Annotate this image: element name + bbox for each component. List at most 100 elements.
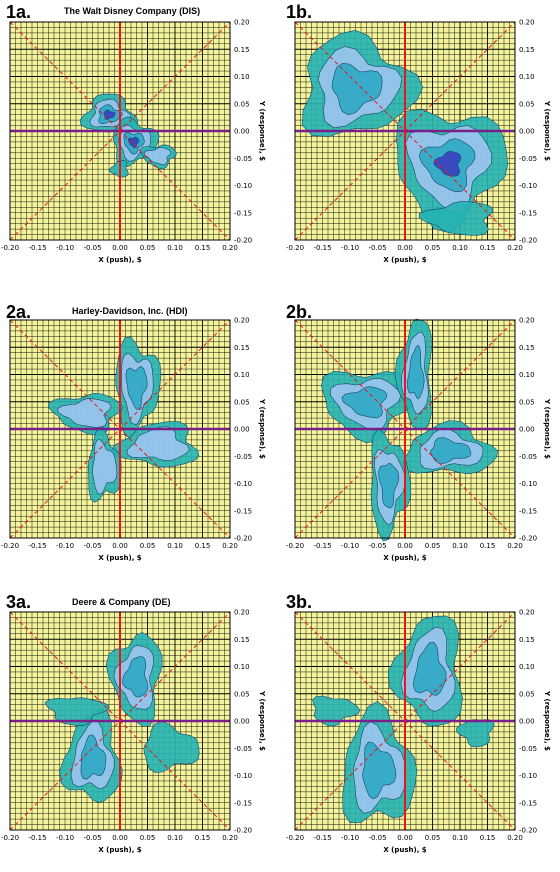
y-tick-label: -0.20 <box>234 237 252 245</box>
plot-frame <box>9 611 231 831</box>
x-tick-label: -0.20 <box>1 834 19 842</box>
x-tick-label: -0.15 <box>28 834 46 842</box>
contour-level-inner <box>378 463 400 509</box>
x-tick-label: -0.10 <box>341 542 359 550</box>
x-axis-label: X (push), $ <box>98 554 141 562</box>
x-axis-label: X (push), $ <box>383 554 426 562</box>
x-tick-label: 0.05 <box>140 542 156 550</box>
x-tick-label: -0.05 <box>368 542 386 550</box>
chart-panel-3b: -0.20 -0.15 -0.10 -0.05 0.00 0.05 0.10 0.15 0.20… <box>286 609 551 855</box>
y-tick-label: 0.05 <box>519 398 535 406</box>
y-tick-label: -0.15 <box>234 799 252 807</box>
y-tick-label: -0.05 <box>234 745 252 753</box>
contour-level-inner <box>122 656 149 698</box>
y-tick-label: -0.20 <box>519 237 537 245</box>
plot-frame <box>294 21 516 241</box>
y-tick-label: 0.05 <box>234 398 250 406</box>
x-tick-label: -0.10 <box>56 244 74 252</box>
x-tick-label: -0.15 <box>313 244 331 252</box>
x-tick-label: 0.15 <box>480 834 496 842</box>
contour-level-outer <box>418 201 494 236</box>
x-tick-label: 0.20 <box>222 542 238 550</box>
density-contours <box>320 318 498 542</box>
y-axis-label: Y (response), $ <box>258 690 266 751</box>
panel-label-1b: 1b. <box>286 2 313 22</box>
density-contours <box>301 29 509 236</box>
y-tick-label: 0.20 <box>234 609 250 617</box>
y-tick-label: -0.20 <box>234 827 252 835</box>
chart-panel-2b: -0.20 -0.15 -0.10 -0.05 0.00 0.05 0.10 0.15 0.20… <box>286 317 551 563</box>
x-tick-label: 0.00 <box>397 542 413 550</box>
plot-frame <box>9 21 231 241</box>
y-tick-label: -0.15 <box>519 507 537 515</box>
panel-label-3b: 3b. <box>286 592 313 612</box>
chart-panel-3a: -0.20 -0.15 -0.10 -0.05 0.00 0.05 0.10 0.15 0.20… <box>1 609 266 855</box>
y-tick-label: 0.15 <box>519 636 535 644</box>
x-tick-label: -0.15 <box>313 542 331 550</box>
x-tick-label: 0.15 <box>480 244 496 252</box>
contour-level-core <box>433 151 462 177</box>
x-tick-label: 0.00 <box>397 244 413 252</box>
y-tick-label: -0.05 <box>234 155 252 163</box>
y-tick-label: 0.20 <box>519 317 535 325</box>
x-axis-label: X (push), $ <box>98 846 141 854</box>
x-tick-label: -0.20 <box>1 244 19 252</box>
plot-frame <box>9 319 231 539</box>
y-tick-label: -0.15 <box>234 507 252 515</box>
contour-level-inner <box>362 741 397 800</box>
contour-level-inner <box>430 437 472 464</box>
x-tick-label: -0.20 <box>1 542 19 550</box>
x-tick-label: -0.05 <box>368 834 386 842</box>
y-tick-label: 0.15 <box>519 46 535 54</box>
y-axis-label: Y (response), $ <box>258 100 266 161</box>
y-tick-label: 0.00 <box>519 426 535 434</box>
x-tick-label: 0.20 <box>222 244 238 252</box>
x-tick-label: -0.20 <box>286 834 304 842</box>
y-tick-label: 0.10 <box>234 371 250 379</box>
x-tick-label: 0.15 <box>195 542 211 550</box>
y-tick-label: -0.05 <box>519 155 537 163</box>
x-tick-label: -0.10 <box>341 834 359 842</box>
y-tick-label: -0.10 <box>519 480 537 488</box>
chart-panel-2a: -0.20 -0.15 -0.10 -0.05 0.00 0.05 0.10 0.15 0.20… <box>1 317 266 563</box>
panel-title-3a: Deere & Company (DE) <box>72 597 171 607</box>
contour-level-inner <box>412 641 447 696</box>
y-tick-label: 0.20 <box>519 609 535 617</box>
panel-label-2a: 2a. <box>6 302 32 322</box>
density-contours <box>312 615 495 824</box>
y-tick-label: 0.20 <box>234 317 250 325</box>
x-tick-label: -0.05 <box>83 542 101 550</box>
y-tick-label: -0.20 <box>519 827 537 835</box>
x-tick-label: 0.00 <box>112 834 128 842</box>
contour-level-outer <box>456 719 495 748</box>
y-tick-label: 0.15 <box>519 344 535 352</box>
x-tick-label: 0.20 <box>507 244 523 252</box>
x-axis-label: X (push), $ <box>383 256 426 264</box>
density-contours <box>48 336 200 503</box>
x-tick-label: -0.10 <box>56 834 74 842</box>
density-contours <box>79 93 177 178</box>
contour-level-inner <box>407 344 425 400</box>
x-tick-label: 0.15 <box>195 244 211 252</box>
contour-level-middle <box>57 398 112 428</box>
y-tick-label: 0.20 <box>234 19 250 27</box>
x-tick-label: -0.15 <box>313 834 331 842</box>
y-tick-label: -0.20 <box>234 535 252 543</box>
y-tick-label: -0.15 <box>234 209 252 217</box>
y-axis-label: Y (response), $ <box>543 398 551 459</box>
y-tick-label: -0.10 <box>234 182 252 190</box>
x-tick-label: -0.05 <box>83 244 101 252</box>
x-tick-label: 0.20 <box>222 834 238 842</box>
x-tick-label: -0.15 <box>28 244 46 252</box>
x-tick-label: 0.10 <box>167 834 183 842</box>
y-tick-label: -0.20 <box>519 535 537 543</box>
contour-level-outer <box>312 695 361 727</box>
contour-level-middle <box>92 439 118 495</box>
panel-label-1a: 1a. <box>6 2 32 22</box>
y-tick-label: 0.20 <box>519 19 535 27</box>
x-tick-label: -0.10 <box>56 542 74 550</box>
x-tick-label: 0.05 <box>425 244 441 252</box>
x-tick-label: 0.00 <box>112 542 128 550</box>
y-tick-label: 0.00 <box>519 128 535 136</box>
x-tick-label: 0.10 <box>167 244 183 252</box>
